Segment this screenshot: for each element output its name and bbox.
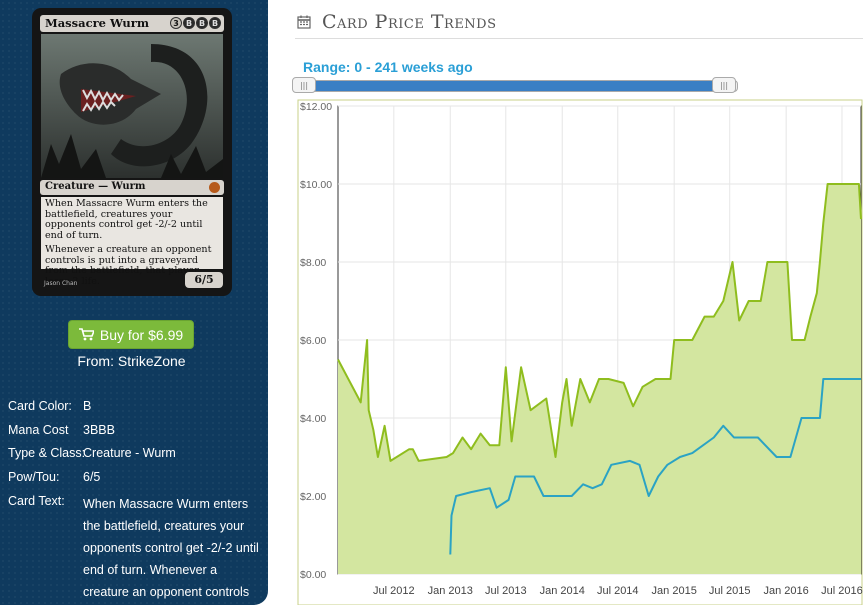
detail-value-text: When Massacre Wurm enters the battlefiel… xyxy=(83,497,259,599)
y-tick-label: $0.00 xyxy=(300,569,326,581)
card-artwork xyxy=(41,34,223,178)
y-tick-label: $8.00 xyxy=(300,257,326,269)
title-divider xyxy=(295,38,863,39)
set-symbol-icon xyxy=(209,182,220,193)
mana-black: B xyxy=(183,17,195,29)
shopping-cart-icon xyxy=(78,328,94,341)
range-slider-fill xyxy=(305,81,725,91)
calendar-icon xyxy=(297,15,311,29)
y-tick-label: $6.00 xyxy=(300,335,326,347)
card-rules-text: Whenever a creature an opponent controls… xyxy=(45,243,212,288)
y-tick-label: $12.00 xyxy=(300,101,332,113)
card-rules-box: When Massacre Wurm enters the battlefiel… xyxy=(41,197,223,287)
x-tick-label: Jul 2014 xyxy=(597,585,639,597)
chart-series xyxy=(337,183,862,574)
detail-label-type: Type & Class: xyxy=(8,446,86,460)
y-axis-ticks: $0.00 $2.00 $4.00 $6.00 $8.00 $10.00 $12.00 xyxy=(300,101,332,581)
mana-generic: 3 xyxy=(170,17,182,29)
mana-black: B xyxy=(209,17,221,29)
card-type-bar: Creature — Wurm xyxy=(40,180,224,195)
detail-value-type: Creature - Wurm xyxy=(83,446,176,460)
card-name-bar: Massacre Wurm 3 B B B xyxy=(40,15,224,32)
card-type-line: Creature — Wurm xyxy=(45,181,146,192)
detail-value-color: B xyxy=(83,399,92,413)
buy-button[interactable]: Buy for $6.99 xyxy=(68,320,194,349)
mana-cost: 3 B B B xyxy=(170,17,221,29)
detail-value-powtou: 6/5 xyxy=(83,470,101,484)
secondary-price-line xyxy=(449,378,861,555)
x-tick-label: Jan 2014 xyxy=(540,585,585,597)
card-image: Massacre Wurm 3 B B B xyxy=(32,8,232,296)
range-handle-right[interactable]: ||| xyxy=(712,77,736,93)
y-tick-label: $4.00 xyxy=(300,413,326,425)
detail-label-text: Card Text: xyxy=(8,494,65,508)
range-label: Range: 0 - 241 weeks ago xyxy=(303,59,473,75)
chart-frame xyxy=(297,99,863,605)
y-tick-label: $2.00 xyxy=(300,491,326,503)
buy-button-label: Buy for $6.99 xyxy=(99,326,184,343)
vendor-name: From: StrikeZone xyxy=(77,353,186,369)
section-title: Card Price Trends xyxy=(322,11,497,33)
detail-label-color: Card Color: xyxy=(8,399,72,413)
range-handle-left[interactable]: ||| xyxy=(292,77,316,93)
card-name: Massacre Wurm xyxy=(45,16,149,30)
x-tick-label: Jul 2013 xyxy=(485,585,527,597)
x-tick-label: Jan 2013 xyxy=(428,585,473,597)
x-axis-ticks: Jul 2012 Jan 2013 Jul 2013 Jan 2014 Jul 2014… xyxy=(373,585,863,597)
card-artist: Jason Chan xyxy=(44,280,78,287)
x-tick-label: Jan 2016 xyxy=(764,585,809,597)
detail-label-mana: Mana Cost xyxy=(8,423,69,437)
range-slider-track[interactable] xyxy=(292,80,738,92)
y-tick-label: $10.00 xyxy=(300,179,332,191)
x-tick-label: Jul 2016 xyxy=(821,585,863,597)
market-price-line xyxy=(337,183,862,462)
x-tick-label: Jul 2012 xyxy=(373,585,415,597)
x-tick-label: Jan 2015 xyxy=(652,585,697,597)
x-tick-label: Jul 2015 xyxy=(709,585,751,597)
mana-black: B xyxy=(196,17,208,29)
card-sidebar: Massacre Wurm 3 B B B xyxy=(0,0,268,605)
wurm-artwork xyxy=(41,34,223,178)
card-rules-text: When Massacre Wurm enters the battlefiel… xyxy=(45,198,208,242)
detail-label-powtou: Pow/Tou: xyxy=(8,470,60,484)
card-power-toughness: 6/5 xyxy=(185,272,223,288)
detail-value-mana: 3BBB xyxy=(83,423,115,437)
